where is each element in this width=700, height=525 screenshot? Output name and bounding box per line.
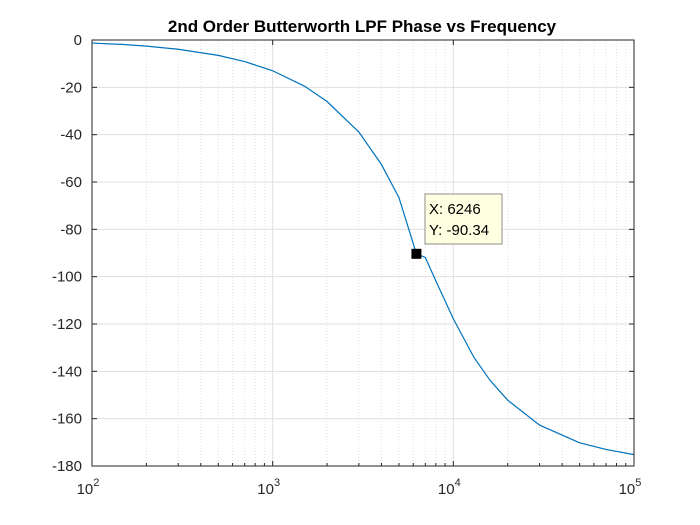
y-tick-label: -80: [60, 221, 82, 238]
y-tick-label: -100: [52, 269, 82, 286]
chart-title: 2nd Order Butterworth LPF Phase vs Frequ…: [168, 17, 557, 36]
x-tick-label: 102: [77, 477, 100, 498]
x-tick-label-exponent: 3: [274, 477, 280, 489]
x-tick-label-base: 10: [438, 481, 455, 498]
y-tick-label: -60: [60, 174, 82, 191]
x-tick-label-exponent: 2: [93, 477, 99, 489]
datatip-box: [424, 193, 503, 245]
datatip-y-label: Y: -90.34: [429, 222, 489, 239]
y-tick-label: -20: [60, 79, 82, 96]
axes-box: [91, 39, 635, 467]
x-tick-label-exponent: 5: [635, 477, 641, 489]
x-tick-label: 103: [257, 477, 280, 498]
x-tick-label: 104: [438, 477, 461, 498]
x-tick-label-base: 10: [619, 481, 636, 498]
plot-area: 102 103 104 1050-20-40-60-80-100-120-140-16…: [52, 32, 641, 498]
x-tick-label-base: 10: [257, 481, 274, 498]
y-tick-label: 0: [74, 32, 82, 49]
phase-series-line: [91, 42, 635, 456]
y-tick-label: -40: [60, 127, 82, 144]
y-tick-label: -180: [52, 458, 82, 475]
y-tick-label: -120: [52, 316, 82, 333]
datatip-x-label: X: 6246: [429, 201, 481, 218]
axes-background: [92, 40, 634, 466]
x-tick-label: 105: [619, 477, 642, 498]
x-tick-label-base: 10: [77, 481, 94, 498]
y-tick-label: -160: [52, 411, 82, 428]
datatip-marker[interactable]: [411, 248, 422, 259]
x-tick-label-exponent: 4: [455, 477, 461, 489]
y-tick-label: -140: [52, 363, 82, 380]
